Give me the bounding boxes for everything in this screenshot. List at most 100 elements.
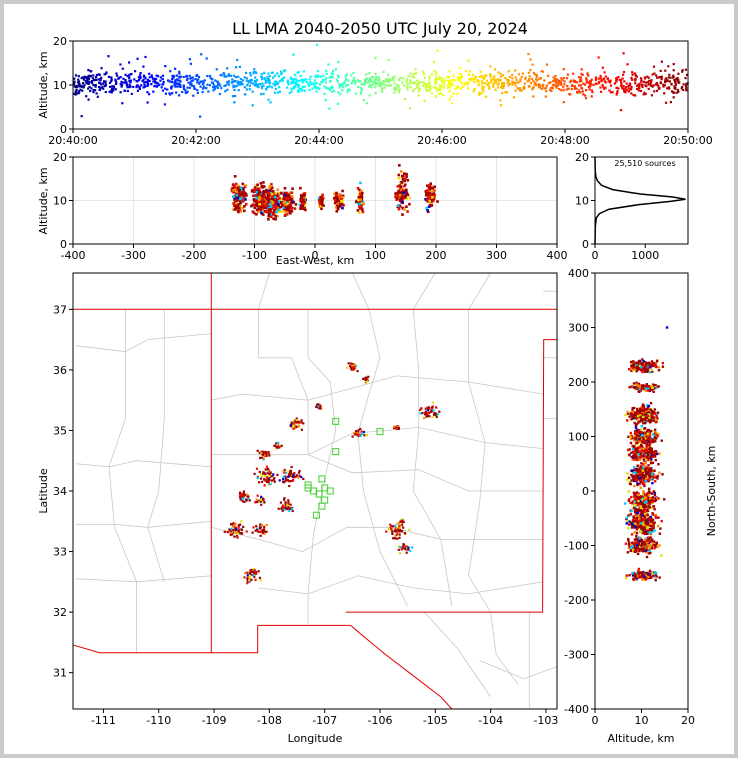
- time-height-point: [82, 78, 86, 81]
- time-height-point: [264, 81, 267, 84]
- ew-height-point: [398, 164, 401, 167]
- time-height-point: [434, 87, 438, 90]
- plan-view-point: [234, 531, 237, 534]
- ns-height-point: [643, 504, 646, 507]
- ew-height-point: [241, 206, 244, 210]
- time-height-point: [236, 84, 239, 87]
- time-height-point: [482, 86, 485, 89]
- ns-height-point: [634, 549, 637, 552]
- time-height-point: [386, 78, 389, 81]
- plan-view-point: [260, 473, 263, 476]
- time-height-point: [517, 88, 520, 91]
- ns-height-point: [644, 408, 647, 411]
- ns-height-point: [631, 448, 635, 451]
- ew-height-point: [322, 204, 325, 207]
- ns-height-point: [647, 515, 650, 518]
- time-height-point: [124, 79, 127, 82]
- ns-height-point: [633, 406, 636, 410]
- county-boundary: [108, 309, 138, 653]
- time-height-point: [521, 72, 524, 75]
- state-boundary: [73, 644, 212, 654]
- ew-height-point: [287, 207, 291, 211]
- ns-height-point: [641, 502, 644, 506]
- time-height-point: [541, 87, 544, 90]
- plan-view-point: [302, 477, 305, 481]
- plan-view-point: [264, 475, 267, 478]
- time-height-point: [526, 80, 529, 83]
- time-height-point: [448, 82, 451, 85]
- time-height-point: [251, 104, 254, 107]
- time-height-point: [368, 94, 371, 97]
- ns-height-point: [637, 409, 640, 412]
- plan-view-point: [256, 449, 259, 452]
- histogram-xtick: 0: [592, 249, 599, 262]
- time-height-point: [425, 89, 429, 92]
- plan-view-point: [400, 524, 403, 527]
- plan-view-point: [282, 475, 285, 478]
- ns-height-point: [641, 495, 644, 498]
- plan-view-point: [353, 364, 356, 367]
- time-height-point: [336, 80, 339, 83]
- ns-height-point: [642, 466, 645, 469]
- ns-height-point: [645, 466, 648, 470]
- time-height-point: [440, 79, 443, 82]
- ew-height-point: [303, 198, 307, 201]
- time-height-point: [613, 82, 616, 85]
- time-height-point: [168, 92, 171, 95]
- time-height-point: [97, 81, 101, 84]
- time-height-point: [138, 74, 142, 77]
- ns-height-point: [651, 364, 654, 368]
- time-height-point: [184, 89, 187, 92]
- time-height-point: [198, 82, 201, 85]
- time-height-point: [562, 77, 566, 80]
- ew-height-point: [254, 187, 258, 191]
- time-height-point: [415, 85, 418, 88]
- ns-height-point: [635, 361, 639, 364]
- ns-height-point: [647, 453, 650, 456]
- ew-height-point: [401, 193, 405, 196]
- time-height-point: [353, 80, 357, 83]
- ew-height-xtick: 400: [547, 249, 568, 262]
- time-height-point: [162, 81, 165, 84]
- time-height-point: [519, 78, 522, 81]
- plan-view-point: [292, 474, 295, 477]
- plan-view-point: [265, 523, 268, 527]
- ns-height-point: [650, 440, 653, 443]
- time-height-point: [153, 85, 156, 88]
- time-height-point: [615, 77, 618, 80]
- plan-view-point: [364, 378, 367, 382]
- ew-height-point: [263, 195, 266, 198]
- county-boundary: [257, 273, 270, 310]
- ns-height-point: [624, 502, 627, 505]
- ns-height-point: [632, 415, 635, 418]
- ns-height-point: [651, 452, 654, 455]
- time-height-point: [498, 79, 501, 82]
- time-height-point: [157, 84, 160, 87]
- time-height-point: [451, 102, 454, 105]
- ns-height-point: [641, 480, 644, 483]
- plan-view-point: [258, 470, 261, 474]
- plan-view-point: [234, 529, 237, 533]
- time-height-point: [324, 99, 327, 102]
- ns-height-point: [641, 434, 644, 437]
- time-height-point: [368, 72, 371, 75]
- ns-height-point: [637, 497, 640, 501]
- plan-view-point: [263, 528, 266, 531]
- time-height-point: [290, 90, 293, 93]
- plan-view-point: [407, 546, 410, 549]
- time-height-point: [680, 87, 683, 90]
- time-height-point: [299, 87, 302, 91]
- ns-height-point: [645, 526, 649, 530]
- time-height-point: [164, 87, 167, 90]
- time-height-point: [632, 94, 635, 97]
- plan-view-point: [398, 527, 401, 530]
- ew-height-point: [406, 210, 409, 213]
- ns-height-point: [638, 482, 641, 486]
- time-height-point: [677, 79, 680, 82]
- time-height-point: [81, 76, 84, 79]
- plan-view-point: [268, 478, 271, 481]
- time-height-point: [627, 87, 630, 90]
- time-height-point: [626, 63, 629, 66]
- time-height-point: [554, 80, 558, 83]
- time-height-point: [89, 70, 92, 73]
